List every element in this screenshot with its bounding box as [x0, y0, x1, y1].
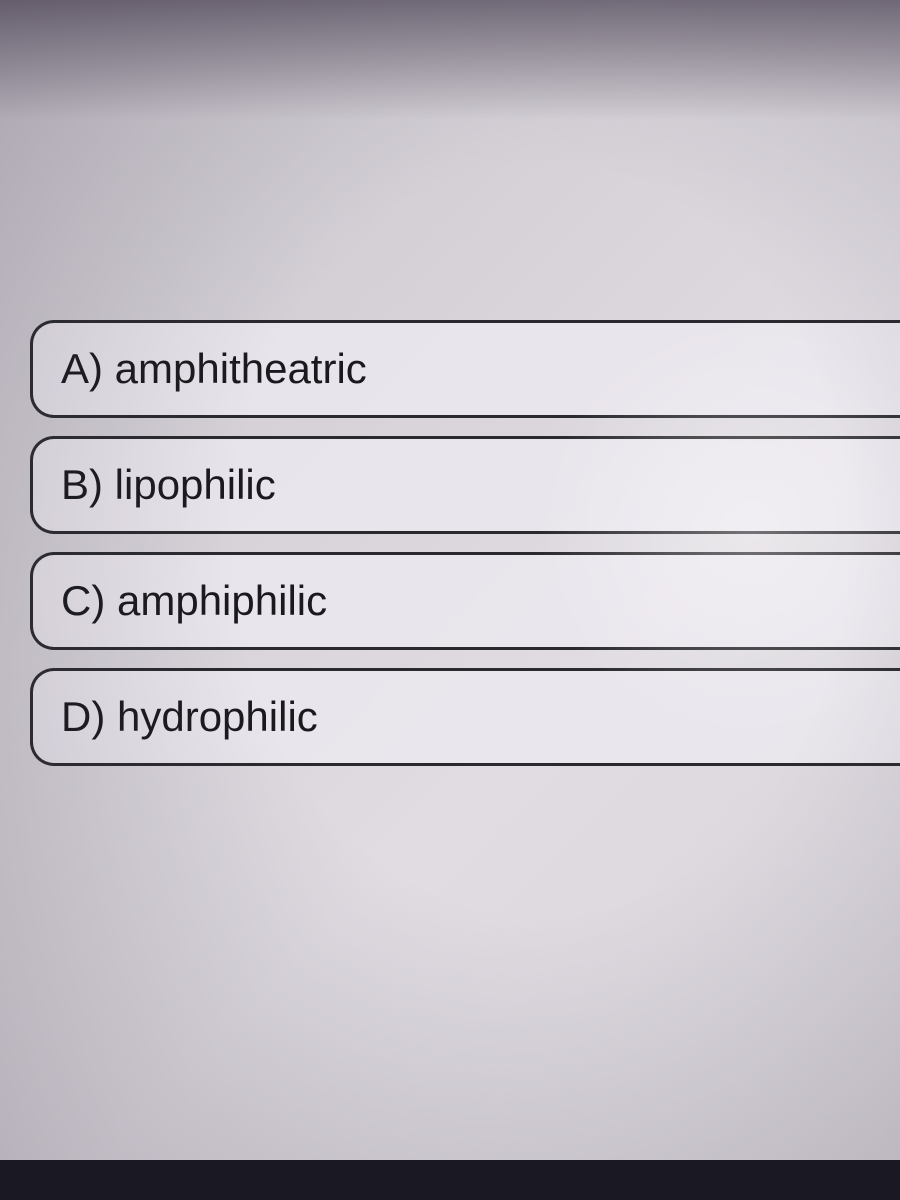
option-d[interactable]: D) hydrophilic — [30, 668, 900, 766]
option-b[interactable]: B) lipophilic — [30, 436, 900, 534]
option-text: amphitheatric — [115, 345, 367, 392]
option-c[interactable]: C) amphiphilic — [30, 552, 900, 650]
option-text: amphiphilic — [117, 577, 327, 624]
option-letter: B) — [61, 461, 103, 508]
bottom-bar — [0, 1160, 900, 1200]
option-text: lipophilic — [115, 461, 276, 508]
answer-options-list: A) amphitheatric B) lipophilic C) amphip… — [30, 320, 900, 766]
top-shadow — [0, 0, 900, 120]
option-d-label: D) hydrophilic — [61, 693, 318, 741]
option-text: hydrophilic — [117, 693, 318, 740]
option-a-label: A) amphitheatric — [61, 345, 367, 393]
option-a[interactable]: A) amphitheatric — [30, 320, 900, 418]
option-letter: C) — [61, 577, 105, 624]
option-c-label: C) amphiphilic — [61, 577, 327, 625]
option-letter: A) — [61, 345, 103, 392]
option-b-label: B) lipophilic — [61, 461, 276, 509]
option-letter: D) — [61, 693, 105, 740]
